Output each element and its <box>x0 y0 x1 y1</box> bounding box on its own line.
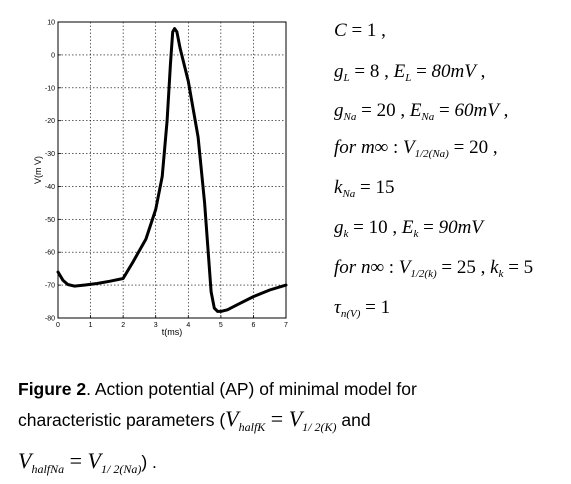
x-tick-label: 6 <box>251 322 255 329</box>
y-tick-label: -60 <box>45 250 55 257</box>
figure-label: Figure 2 <box>18 379 87 399</box>
math-equals-2: = <box>64 448 88 473</box>
y-tick-label: -70 <box>45 283 55 290</box>
x-tick-label: 1 <box>89 322 93 329</box>
param-m-inf: for m∞ : V1/2(Na) = 20 , <box>334 137 498 160</box>
math-equals-1: = <box>265 406 289 431</box>
caption-text-2: characteristic parameters ( <box>18 410 226 430</box>
caption-line-3: VhalfNa = V1/ 2(Na)) . <box>18 446 563 484</box>
caption-line-2: characteristic parameters (VhalfK = V1/ … <box>18 404 563 442</box>
x-tick-label: 5 <box>219 322 223 329</box>
caption-text-3: and <box>336 410 371 430</box>
y-axis-ticks: 10 0 -10 -20 -30 -40 -50 -60 -70 -80 <box>45 20 61 323</box>
x-tick-label: 2 <box>121 322 125 329</box>
param-leak: gL = 8 , EL = 80mV , <box>334 61 486 84</box>
caption-line-1: Figure 2. Action potential (AP) of minim… <box>18 374 563 404</box>
plot-area <box>57 21 287 319</box>
math-v-halfk: VhalfK <box>225 406 266 434</box>
y-tick-label: -20 <box>45 118 55 125</box>
x-axis-label: t(ms) <box>162 327 183 337</box>
y-tick-label: 0 <box>51 52 55 59</box>
grid-lines <box>58 22 286 318</box>
math-v-halfna: VhalfNa <box>18 448 65 476</box>
x-axis-ticks: 0 1 2 3 4 5 6 7 <box>56 315 288 329</box>
param-capacitance: C = 1 , <box>334 20 386 41</box>
y-tick-label: -80 <box>45 316 55 323</box>
math-v-half-k: V1/ 2(K) <box>288 406 337 434</box>
y-tick-label: -50 <box>45 217 55 224</box>
param-n-inf: for n∞ : V1/2(k) = 25 , kk = 5 <box>334 257 534 280</box>
param-k-na: kNa = 15 <box>334 177 395 200</box>
caption-text-4: ) . <box>141 452 157 472</box>
param-potassium: gk = 10 , Ek = 90mV <box>334 217 483 240</box>
series-line-voltage <box>56 27 288 313</box>
y-tick-label: -40 <box>45 184 55 191</box>
x-tick-label: 0 <box>56 322 60 329</box>
y-tick-label: -30 <box>45 151 55 158</box>
math-v-half-na: V1/ 2(Na) <box>87 448 142 476</box>
y-tick-label: 10 <box>47 20 55 27</box>
y-tick-label: -10 <box>45 85 55 92</box>
x-tick-label: 7 <box>284 322 288 329</box>
caption-text-1: . Action potential (AP) of minimal model… <box>86 379 417 399</box>
figure-caption: Figure 2. Action potential (AP) of minim… <box>18 374 563 484</box>
param-tau-n: τn(V) = 1 <box>334 297 391 320</box>
x-tick-label: 3 <box>154 322 158 329</box>
x-tick-label: 4 <box>186 322 190 329</box>
action-potential-chart: 0 1 2 3 4 5 6 7 10 0 -10 -20 -30 -40 -50 -60 -70 -80 t(m… <box>33 20 288 338</box>
param-sodium: gNa = 20 , ENa = 60mV , <box>334 100 509 123</box>
y-axis-label: V(m V) <box>33 156 43 184</box>
